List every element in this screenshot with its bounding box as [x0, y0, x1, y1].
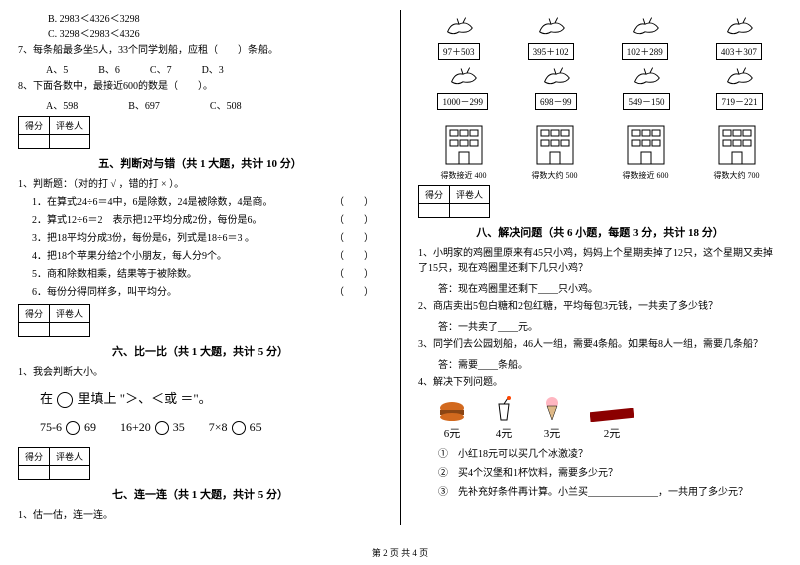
q8-opt-c: C、508 — [210, 97, 242, 112]
judge-3: 3．把18平均分成3份，每份是6，列式是18÷6＝3 。（ ） — [32, 231, 382, 246]
cmp-a: 75-6 69 — [40, 420, 96, 435]
grader-label-7: 评卷人 — [50, 448, 90, 466]
score-label-6: 得分 — [19, 305, 50, 323]
q7-opt-b: B、6 — [98, 61, 120, 76]
q8-4-1: ① 小红18元可以买几个冰激凌？ — [438, 445, 782, 460]
q7-opt-c: C、7 — [150, 61, 172, 76]
grader-label-6: 评卷人 — [50, 305, 90, 323]
score-label: 得分 — [19, 117, 50, 135]
q8-2: 2、商店卖出5包白糖和2包红糖，平均每包3元钱，一共卖了多少钱？ — [418, 299, 782, 314]
grader-label-8: 评卷人 — [450, 186, 490, 204]
q8-3-ans: 答：需要____条船。 — [438, 356, 782, 371]
buildings-row: 得数接近 400 得数大约 500 得数接近 600 得数大约 700 — [418, 120, 782, 181]
question-7: 7、每条船最多坐5人，33个同学划船，应租（ ）条船。 — [18, 43, 382, 58]
birds-row-1: 97＋503 395＋102 102＋289 403＋307 — [418, 14, 782, 60]
q8-4: 4、解决下列问题。 — [418, 375, 782, 390]
bar-icon — [590, 408, 634, 422]
section-6-title: 六、比一比（共 1 大题，共计 5 分） — [18, 343, 382, 359]
page-footer: 第 2 页 共 4 页 — [0, 546, 800, 559]
icecream-icon — [542, 396, 562, 422]
grader-label: 评卷人 — [50, 117, 90, 135]
judge-5: 5．商和除数相乘，结果等于被除数。（ ） — [32, 267, 382, 282]
score-label-8: 得分 — [419, 186, 450, 204]
section-8-title: 八、解决问题（共 6 小题，每题 3 分，共计 18 分） — [418, 224, 782, 240]
q7-opt-d: D、3 — [202, 61, 224, 76]
items-row: 6元 4元 3元 2元 — [438, 396, 782, 441]
q8-opt-b: B、697 — [128, 97, 160, 112]
q8-4-3: ③ 先补充好条件再计算。小兰买______________，一共用了多少元？ — [438, 483, 782, 498]
question-8: 8、下面各数中，最接近600的数是（ ）。 — [18, 79, 382, 94]
q8-2-ans: 答：一共卖了____元。 — [438, 318, 782, 333]
section-5-title: 五、判断对与错（共 1 大题，共计 10 分） — [18, 155, 382, 171]
q6-option-c: C. 3298＜2983＜4326 — [48, 25, 382, 40]
q7-opt-a: A、5 — [46, 61, 68, 76]
section-7-title: 七、连一连（共 1 大题，共计 5 分） — [18, 486, 382, 502]
cmp-b: 16+20 35 — [120, 420, 185, 435]
sec6-hint: 在 里填上 "＞、＜或 ＝"。 — [40, 388, 382, 408]
q6-option-b: B. 2983＜4326＜3298 — [48, 10, 382, 25]
drink-icon — [494, 396, 514, 422]
judge-1: 1．在算式24÷6＝4中，6是除数，24是被除数，4是商。（ ） — [32, 195, 382, 210]
judge-4: 4．把18个苹果分给2个小朋友，每人分9个。（ ） — [32, 249, 382, 264]
q8-3: 3、同学们去公园划船，46人一组，需要4条船。如果每8人一组，需要几条船？ — [418, 337, 782, 352]
q8-opt-a: A、598 — [46, 97, 78, 112]
birds-row-2: 1000－299 698－99 549－150 719－221 — [418, 64, 782, 110]
q8-1: 1、小明家的鸡圈里原来有45只小鸡，妈妈上个星期卖掉了12只，这个星期又卖掉了1… — [418, 246, 782, 276]
sec6-intro: 1、我会判断大小。 — [18, 365, 382, 380]
cmp-c: 7×8 65 — [209, 420, 262, 435]
q8-4-2: ② 买4个汉堡和1杯饮料，需要多少元？ — [438, 464, 782, 479]
burger-icon — [438, 400, 466, 422]
judge-2: 2．算式12÷6＝2 表示把12平均分成2份，每份是6。（ ） — [32, 213, 382, 228]
score-label-7: 得分 — [19, 448, 50, 466]
q8-1-ans: 答：现在鸡圈里还剩下____只小鸡。 — [438, 280, 782, 295]
sec7-intro: 1、估一估，连一连。 — [18, 508, 382, 523]
judge-intro: 1、判断题：（对的打 √ ，错的打 × ）。 — [18, 177, 382, 192]
judge-6: 6．每份分得同样多，叫平均分。（ ） — [32, 285, 382, 300]
